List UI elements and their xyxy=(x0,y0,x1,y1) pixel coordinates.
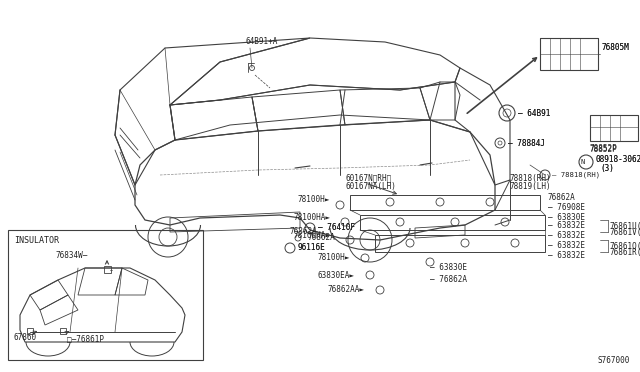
Text: – 76410F: – 76410F xyxy=(318,224,355,232)
Text: – 63830E: – 63830E xyxy=(548,214,585,222)
Text: – 64B91: – 64B91 xyxy=(518,109,550,118)
Text: – 76908E: – 76908E xyxy=(548,202,585,212)
Text: 76862A: 76862A xyxy=(308,234,336,243)
Text: 76861U(RH): 76861U(RH) xyxy=(610,221,640,231)
Text: 60167NA(LH): 60167NA(LH) xyxy=(345,183,396,192)
Text: 78100H►: 78100H► xyxy=(317,253,350,263)
Text: 78852P: 78852P xyxy=(590,144,618,153)
Bar xyxy=(540,38,598,70)
Text: 78819(LH): 78819(LH) xyxy=(510,183,552,192)
Text: – 78818(RH): – 78818(RH) xyxy=(552,172,600,178)
Text: – 76862A: – 76862A xyxy=(430,276,467,285)
Text: 78100H►: 78100H► xyxy=(298,196,330,205)
Text: – 78884J: – 78884J xyxy=(508,138,545,148)
Text: – 76410F: – 76410F xyxy=(318,224,355,232)
Bar xyxy=(8,230,203,360)
Text: – 63832E: – 63832E xyxy=(548,221,585,230)
Text: N: N xyxy=(581,159,585,165)
Text: – 63830E: – 63830E xyxy=(430,263,467,273)
Text: 96116E: 96116E xyxy=(298,244,326,253)
Text: 63830EA►: 63830EA► xyxy=(318,270,355,279)
Text: 76805M: 76805M xyxy=(602,44,630,52)
Text: 78100HA►: 78100HA► xyxy=(293,231,330,241)
Text: 76805M: 76805M xyxy=(602,44,630,52)
Text: 78818(RH): 78818(RH) xyxy=(510,173,552,183)
Bar xyxy=(60,328,66,334)
Text: 60167N（RH）: 60167N（RH） xyxy=(345,173,391,183)
Bar xyxy=(27,328,33,334)
Text: □—76861P: □—76861P xyxy=(67,334,104,343)
Text: 76862AA►: 76862AA► xyxy=(328,285,365,295)
Text: 76834W—: 76834W— xyxy=(56,250,88,260)
Text: (3): (3) xyxy=(600,164,614,173)
Text: 76861R(LH): 76861R(LH) xyxy=(610,248,640,257)
Text: – 63832E: – 63832E xyxy=(548,250,585,260)
Text: 76861Q(RH): 76861Q(RH) xyxy=(610,241,640,250)
Text: 08918-3062A: 08918-3062A xyxy=(595,155,640,164)
Text: 78852P: 78852P xyxy=(590,145,618,154)
Text: – 63832E: – 63832E xyxy=(548,241,585,250)
Bar xyxy=(104,266,111,273)
Text: 08918-3062A: 08918-3062A xyxy=(595,155,640,164)
Text: 76861V(LH): 76861V(LH) xyxy=(610,228,640,237)
Text: – 64B91: – 64B91 xyxy=(518,109,550,118)
Text: 67860: 67860 xyxy=(14,334,37,343)
Text: S767000: S767000 xyxy=(598,356,630,365)
Text: 96116E: 96116E xyxy=(298,244,326,253)
Text: 76862A: 76862A xyxy=(548,193,576,202)
Text: 76862A: 76862A xyxy=(290,228,317,237)
Text: – 63832E: – 63832E xyxy=(548,231,585,240)
Bar xyxy=(590,115,638,141)
Text: INSULATOR: INSULATOR xyxy=(14,236,59,245)
Text: 78100HA►: 78100HA► xyxy=(293,214,330,222)
Text: – 78884J: – 78884J xyxy=(508,138,545,148)
Text: (3): (3) xyxy=(600,164,614,173)
Text: 64B91+A: 64B91+A xyxy=(246,38,278,46)
